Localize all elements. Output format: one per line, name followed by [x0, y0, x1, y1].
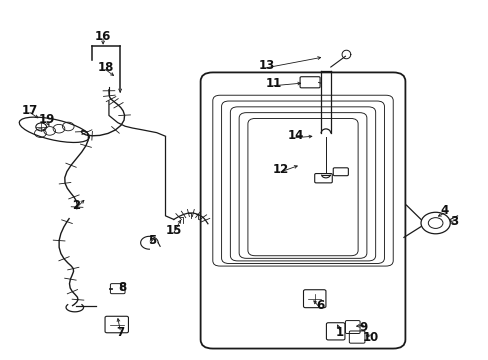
Text: 15: 15 — [165, 224, 182, 237]
Text: 11: 11 — [265, 77, 281, 90]
Text: 18: 18 — [97, 60, 114, 73]
Text: 14: 14 — [287, 129, 303, 142]
Text: 16: 16 — [95, 30, 111, 43]
Text: 2: 2 — [72, 199, 80, 212]
Text: 8: 8 — [118, 281, 126, 294]
Text: 10: 10 — [363, 331, 379, 344]
Text: 9: 9 — [359, 321, 367, 334]
Text: 17: 17 — [22, 104, 38, 117]
Text: 12: 12 — [272, 163, 288, 176]
Text: 5: 5 — [147, 234, 156, 247]
Text: 1: 1 — [335, 326, 343, 339]
Text: 3: 3 — [449, 215, 457, 228]
Text: 13: 13 — [258, 59, 274, 72]
Text: 6: 6 — [315, 299, 324, 312]
Text: 19: 19 — [39, 113, 55, 126]
FancyBboxPatch shape — [200, 72, 405, 348]
Text: 4: 4 — [439, 204, 447, 217]
Text: 7: 7 — [116, 326, 124, 339]
